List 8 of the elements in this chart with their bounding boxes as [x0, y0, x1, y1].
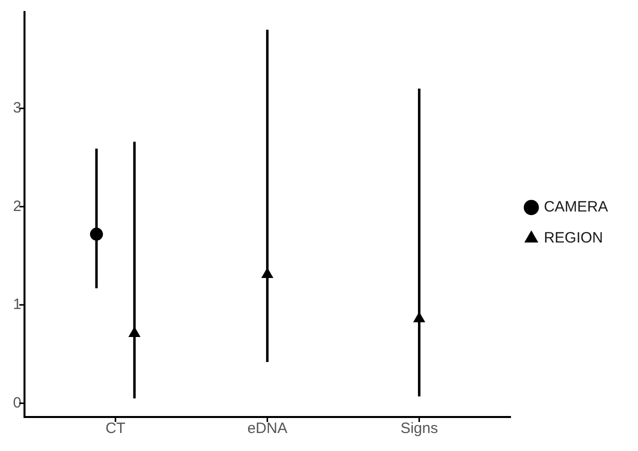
legend-label: REGION: [544, 230, 604, 247]
y-tick-label: 3: [13, 99, 22, 116]
x-tick-label: Signs: [400, 420, 438, 438]
y-tick-label: 1: [13, 296, 22, 314]
x-tick-label: eDNA: [247, 420, 288, 438]
legend-label: CAMERA: [544, 198, 608, 216]
x-tick-label: CT: [105, 420, 126, 438]
y-tick-label: 2: [13, 198, 22, 215]
